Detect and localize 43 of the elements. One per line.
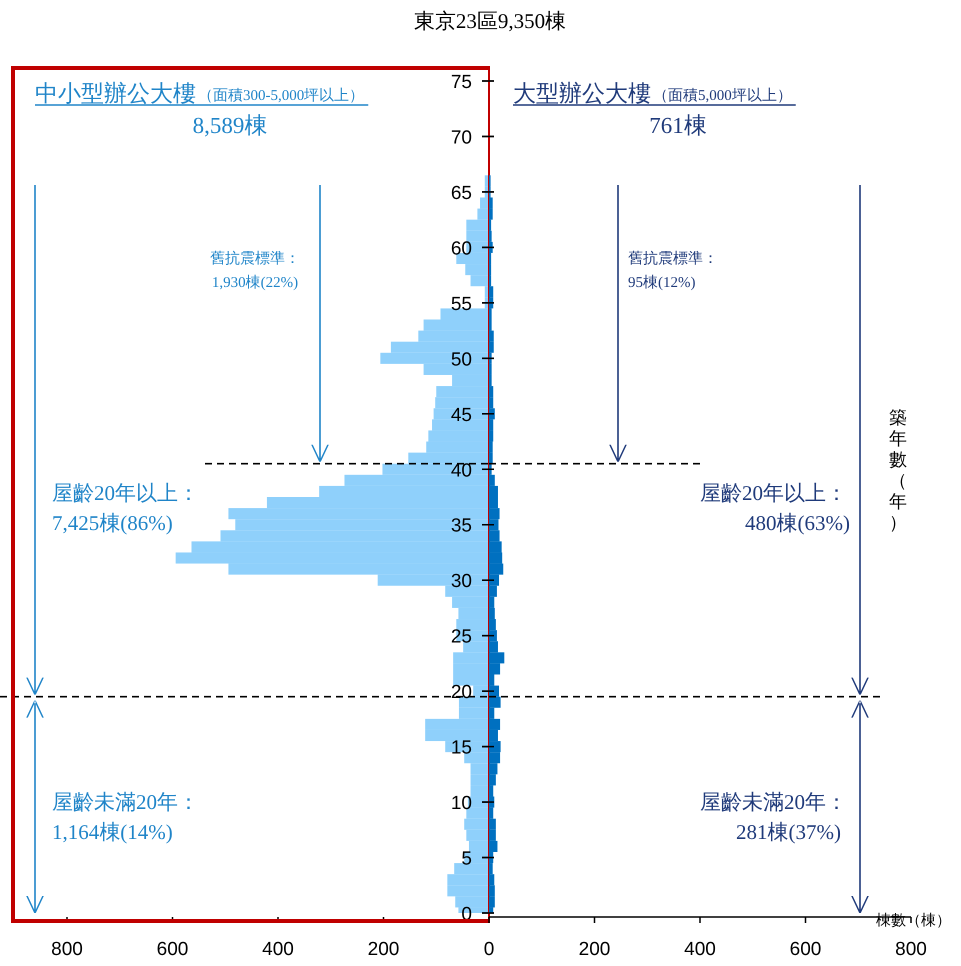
y-tick-label: 15 [450, 738, 472, 759]
x-tick-label: 0 [484, 939, 494, 960]
annotation: 屋齡未滿20年： [52, 790, 199, 814]
annotation: 8,589棟 [192, 113, 268, 138]
y-axis-title: 築年數（年） [889, 408, 907, 532]
x-tick-label: 400 [262, 939, 294, 960]
y-tick-label: 45 [450, 404, 472, 426]
annotation: 7,425棟(86%) [52, 511, 173, 535]
y-tick-label: 35 [450, 516, 472, 537]
text: （面積5,000坪以上） [653, 87, 792, 104]
x-tick-label: 600 [790, 939, 822, 960]
annotation: 舊抗震標準： [628, 250, 718, 267]
text: （面積300-5,000坪以上） [198, 87, 364, 104]
x-tick-label: 600 [156, 939, 188, 960]
chart-title: 大型辦公大樓 [513, 81, 651, 106]
y-tick-label: 70 [450, 127, 472, 148]
annotation: 1,930棟(22%) [212, 274, 298, 291]
y-tick-label: 5 [461, 848, 472, 870]
annotation: 761棟 [649, 113, 707, 138]
y-tick-label: 40 [450, 460, 472, 482]
y-tick-label: 50 [450, 349, 472, 370]
annotation: 281棟(37%) [736, 820, 841, 844]
annotation: 屋齡20年以上： [52, 481, 199, 505]
text: 東京23區9,350棟 [414, 9, 566, 33]
y-tick-label: 30 [450, 571, 472, 592]
x-tick-label: 800 [895, 939, 927, 960]
y-tick-label: 55 [450, 294, 472, 315]
y-tick-label: 65 [450, 182, 472, 204]
annotation: 480棟(63%) [745, 511, 850, 535]
annotation: 1,164棟(14%) [52, 820, 173, 844]
annotation: 屋齡未滿20年： [700, 790, 847, 814]
x-tick-label: 800 [51, 939, 83, 960]
y-tick-label: 10 [450, 793, 472, 814]
annotation: 屋齡20年以上： [700, 481, 847, 505]
x-tick-label: 400 [684, 939, 716, 960]
y-tick-label: 60 [450, 238, 472, 260]
x-tick-label: 200 [368, 939, 400, 960]
y-tick-label: 25 [450, 626, 472, 648]
annotation: 舊抗震標準： [210, 250, 300, 267]
x-tick-label: 200 [578, 939, 610, 960]
chart-title: 中小型辦公大樓 [35, 81, 196, 106]
y-tick-label: 75 [450, 72, 472, 93]
annotation: 95棟(12%) [628, 274, 696, 291]
